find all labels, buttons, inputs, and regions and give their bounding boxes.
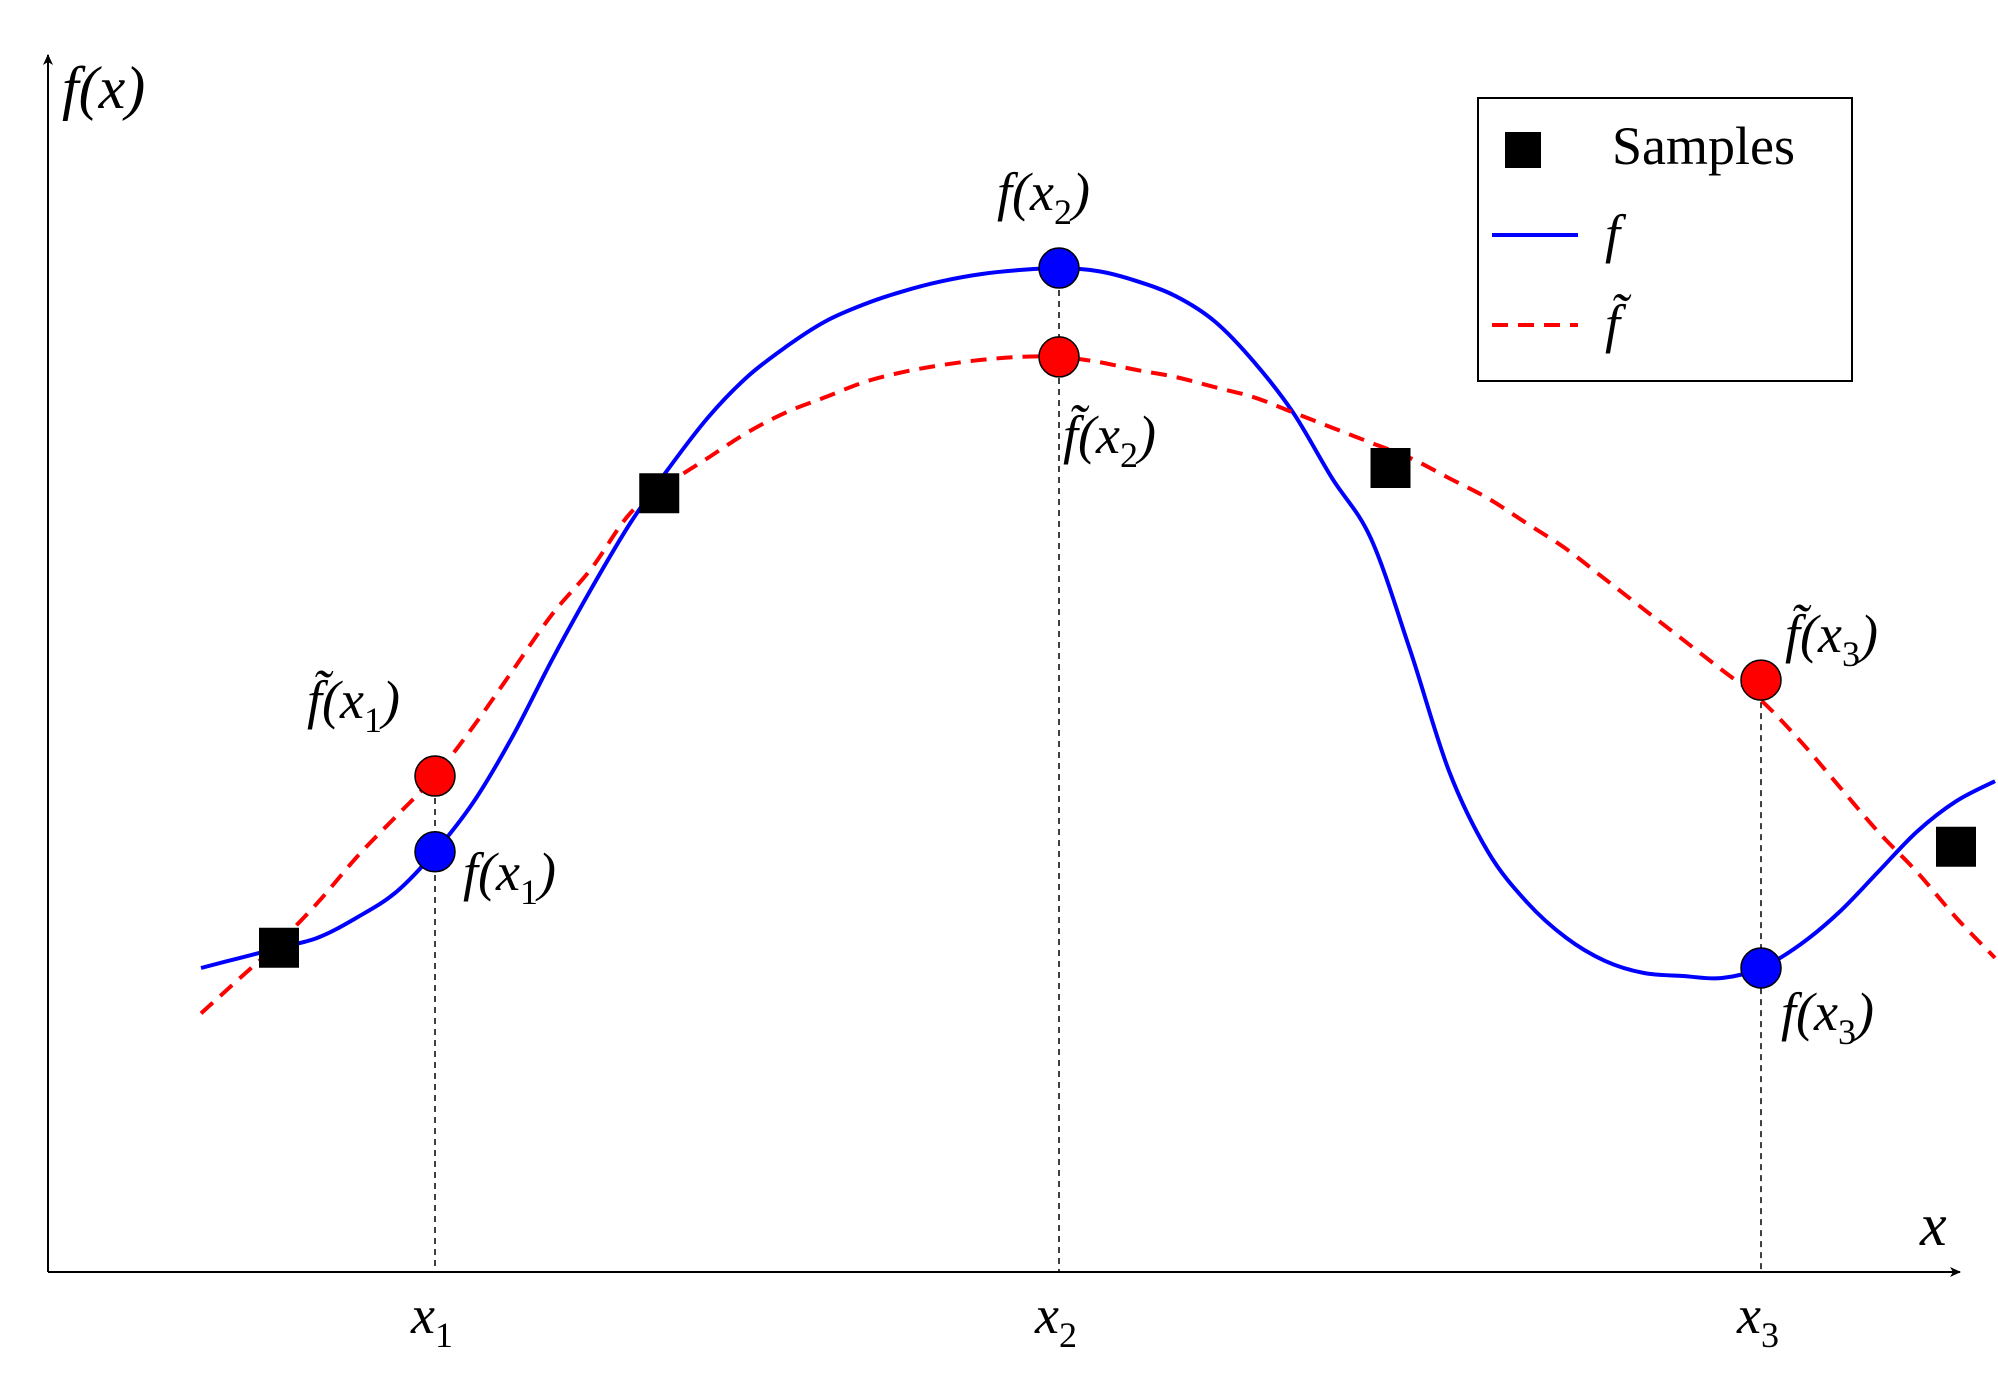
x-tick-label-3: x3 xyxy=(1736,1285,1779,1355)
f-tilde-point-1 xyxy=(414,755,456,797)
label-f-tilde-x1: f̃(x1) xyxy=(307,670,400,740)
legend-samples-label: Samples xyxy=(1612,116,1795,176)
sample-marker-2 xyxy=(639,473,680,514)
sample-marker-1 xyxy=(259,927,299,968)
label-f-x1: f(x1) xyxy=(463,842,556,912)
x-tick-labels: x1 x2 x3 xyxy=(410,1285,1779,1355)
label-f-x3: f(x3) xyxy=(1781,982,1874,1052)
series-f-line xyxy=(200,265,1996,981)
legend-samples-marker xyxy=(1505,132,1541,168)
y-axis-label: f(x) xyxy=(62,55,145,121)
x-tick-label-1: x1 xyxy=(410,1285,453,1355)
label-f-tilde-x2: f̃(x2) xyxy=(1063,405,1156,475)
series-f-tilde-line xyxy=(199,354,1997,1015)
markers xyxy=(259,247,1976,989)
f-point-1 xyxy=(414,831,456,873)
sample-marker-3 xyxy=(1370,448,1411,488)
axes xyxy=(43,54,1961,1277)
f-point-3 xyxy=(1740,947,1782,989)
x-axis-label: x xyxy=(1919,1192,1947,1258)
f-tilde-point-2 xyxy=(1038,336,1080,378)
f-point-2 xyxy=(1038,247,1080,289)
label-f-tilde-x3: f̃(x3) xyxy=(1785,604,1878,674)
f-tilde-point-3 xyxy=(1740,659,1782,701)
label-f-x2: f(x2) xyxy=(997,162,1090,232)
x-tick-label-2: x2 xyxy=(1034,1285,1077,1355)
sample-marker-4 xyxy=(1936,826,1976,867)
legend: Samples f f̃ xyxy=(1477,97,1853,382)
curves xyxy=(199,265,1997,1015)
point-labels: f(x1) f̃(x1) f(x2) f̃(x2) f(x3) f̃(x3) xyxy=(307,162,1878,1052)
